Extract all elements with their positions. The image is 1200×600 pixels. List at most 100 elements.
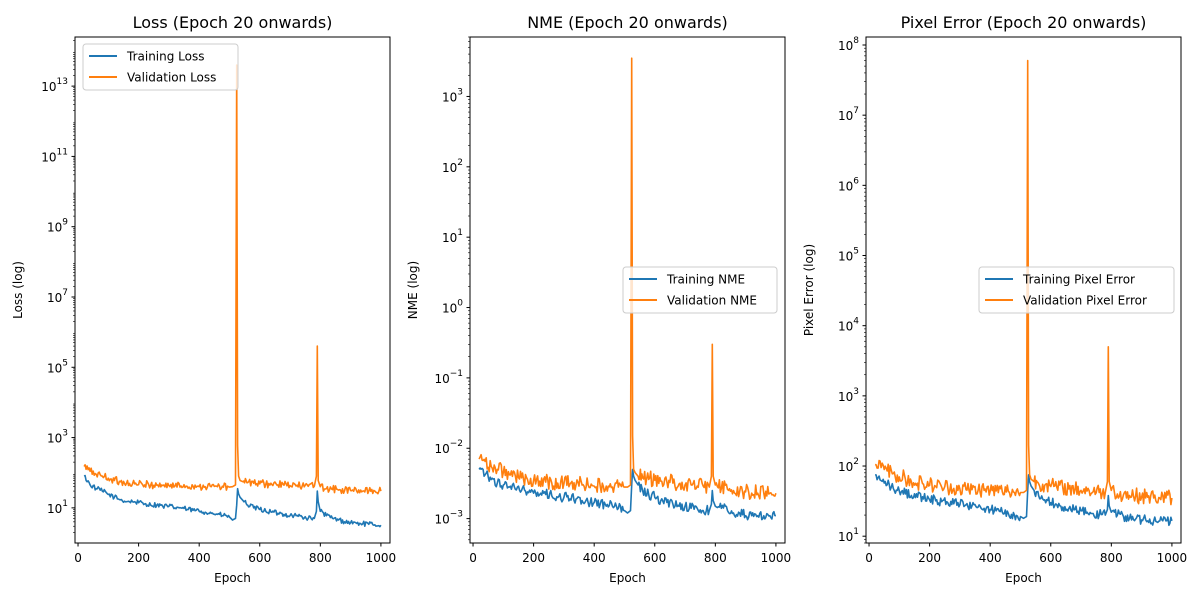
y-tick-label: 1013 — [41, 77, 68, 94]
y-tick: 107 — [47, 288, 75, 305]
y-tick-label: 102 — [838, 457, 859, 474]
y-tick-exponent: 9 — [62, 218, 68, 228]
y-tick-exponent: 7 — [853, 106, 859, 116]
y-tick-base: 10 — [838, 460, 853, 474]
y-axis-label: Pixel Error (log) — [802, 244, 816, 336]
x-tick: 0 — [865, 543, 873, 565]
x-tick: 400 — [583, 543, 606, 565]
x-tick: 0 — [74, 543, 82, 565]
y-tick-label: 10−3 — [434, 510, 463, 527]
y-tick: 104 — [838, 317, 866, 334]
x-tick-label: 600 — [1039, 551, 1062, 565]
y-tick: 103 — [47, 429, 75, 446]
x-tick: 1000 — [1157, 543, 1188, 565]
y-tick-base: 10 — [434, 513, 449, 527]
y-tick: 101 — [442, 228, 470, 245]
y-tick-exponent: 13 — [57, 77, 68, 87]
x-tick: 1000 — [366, 543, 397, 565]
y-tick-base: 10 — [442, 231, 457, 245]
y-tick-exponent: 1 — [457, 228, 463, 238]
training-series-line — [83, 474, 382, 528]
y-tick: 102 — [838, 457, 866, 474]
y-tick-base: 10 — [47, 361, 62, 375]
x-tick-label: 400 — [188, 551, 211, 565]
legend: Training Pixel Error Validation Pixel Er… — [978, 266, 1175, 314]
y-tick-exponent: 5 — [853, 247, 859, 257]
y-tick-label: 101 — [838, 527, 859, 544]
legend-label-training: Training NME — [666, 273, 745, 287]
x-tick: 0 — [469, 543, 477, 565]
plot-area — [83, 64, 382, 528]
y-tick: 10−3 — [434, 510, 470, 527]
x-tick-label: 400 — [583, 551, 606, 565]
y-tick-label: 103 — [47, 429, 68, 446]
y-tick-label: 108 — [838, 36, 859, 53]
y-tick: 101 — [838, 527, 866, 544]
x-tick: 800 — [309, 543, 332, 565]
plot-area — [874, 59, 1173, 527]
y-tick-base: 10 — [838, 320, 853, 334]
x-tick-label: 800 — [309, 551, 332, 565]
y-axis-label: Loss (log) — [11, 261, 25, 319]
y-tick-label: 102 — [442, 158, 463, 175]
y-tick-base: 10 — [838, 250, 853, 264]
x-tick-label: 1000 — [366, 551, 397, 565]
y-tick: 103 — [838, 387, 866, 404]
x-tick: 200 — [918, 543, 941, 565]
y-tick: 105 — [47, 358, 75, 375]
y-tick-base: 10 — [838, 390, 853, 404]
y-tick: 102 — [442, 158, 470, 175]
y-tick-label: 107 — [47, 288, 68, 305]
x-tick-label: 400 — [979, 551, 1002, 565]
x-tick: 600 — [1039, 543, 1062, 565]
x-tick: 600 — [643, 543, 666, 565]
y-tick-label: 107 — [838, 106, 859, 123]
x-tick-label: 200 — [522, 551, 545, 565]
x-tick: 600 — [248, 543, 271, 565]
y-tick-base: 10 — [47, 221, 62, 235]
x-axis-label: Epoch — [609, 571, 646, 585]
y-tick-label: 103 — [442, 87, 463, 104]
x-axis-label: Epoch — [1005, 571, 1042, 585]
y-tick-exponent: 3 — [853, 387, 859, 397]
y-tick-label: 1011 — [41, 147, 68, 164]
y-tick-exponent: 1 — [853, 527, 859, 537]
axes-frame — [865, 36, 1182, 544]
x-tick: 800 — [704, 543, 727, 565]
y-tick: 10−2 — [434, 439, 470, 456]
legend: Training Loss Validation Loss — [82, 43, 239, 91]
x-tick-label: 600 — [248, 551, 271, 565]
y-tick-exponent: 2 — [457, 158, 463, 168]
y-tick-label: 10−1 — [434, 369, 463, 386]
y-tick-exponent: 3 — [62, 429, 68, 439]
y-tick-exponent: 6 — [853, 176, 859, 186]
y-tick-label: 105 — [47, 358, 68, 375]
y-tick: 101 — [47, 499, 75, 516]
legend-label-validation: Validation NME — [667, 294, 757, 308]
y-tick-exponent: 7 — [62, 288, 68, 298]
y-tick: 107 — [838, 106, 866, 123]
y-tick-base: 10 — [434, 442, 449, 456]
y-tick-exponent: 3 — [457, 87, 463, 97]
x-tick: 400 — [188, 543, 211, 565]
x-tick: 200 — [522, 543, 545, 565]
y-tick-label: 10−2 — [434, 439, 463, 456]
y-tick-base: 10 — [41, 150, 56, 164]
plot-area — [478, 57, 777, 521]
y-tick-label: 100 — [442, 299, 463, 316]
y-tick: 106 — [838, 176, 866, 193]
validation-series-line — [874, 59, 1173, 506]
chart-title: Loss (Epoch 20 onwards) — [133, 13, 333, 32]
y-tick-exponent: 5 — [62, 358, 68, 368]
x-tick-label: 800 — [704, 551, 727, 565]
x-tick-label: 200 — [918, 551, 941, 565]
x-tick-label: 1000 — [1157, 551, 1188, 565]
y-tick-exponent: −2 — [450, 439, 463, 449]
x-tick-label: 0 — [469, 551, 477, 565]
y-tick-exponent: 8 — [853, 36, 859, 46]
legend-label-validation: Validation Pixel Error — [1023, 294, 1147, 308]
y-tick-base: 10 — [838, 39, 853, 53]
